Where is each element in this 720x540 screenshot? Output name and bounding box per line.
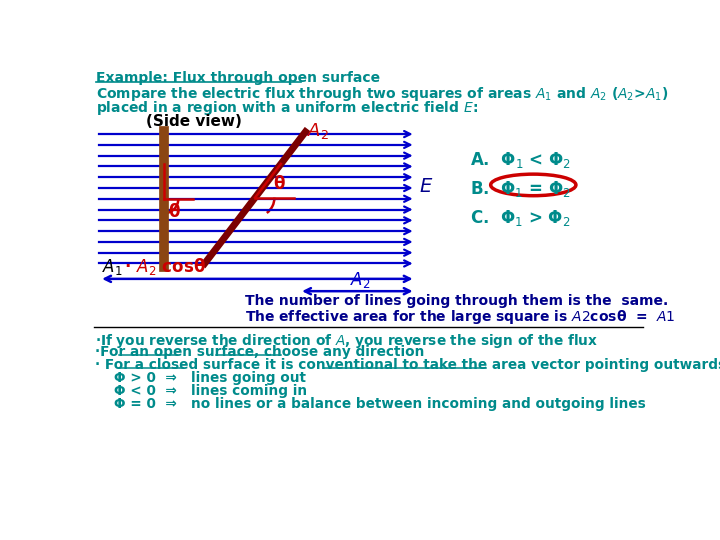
Text: Φ > 0  ⇒   lines going out: Φ > 0 ⇒ lines going out xyxy=(94,372,306,385)
Text: A.  Φ$_1$ < Φ$_2$: A. Φ$_1$ < Φ$_2$ xyxy=(469,150,571,170)
Text: θ: θ xyxy=(274,174,285,193)
Text: Φ = 0  ⇒   no lines or a balance between incoming and outgoing lines: Φ = 0 ⇒ no lines or a balance between in… xyxy=(94,397,645,411)
Text: The number of lines going through them is the  same.: The number of lines going through them i… xyxy=(245,294,668,308)
Text: C.  Φ$_1$ > Φ$_2$: C. Φ$_1$ > Φ$_2$ xyxy=(469,208,570,228)
Text: ·For an open surface, choose any direction: ·For an open surface, choose any directi… xyxy=(94,345,424,359)
Text: Example: Flux through open surface: Example: Flux through open surface xyxy=(96,71,380,85)
Text: · $A_2$ cosθ: · $A_2$ cosθ xyxy=(120,256,207,278)
Text: $A_1$: $A_1$ xyxy=(102,258,123,278)
Text: ·If you reverse the direction of $A$, you reverse the sign of the flux: ·If you reverse the direction of $A$, yo… xyxy=(94,332,598,350)
Text: placed in a region with a uniform electric field $E$:: placed in a region with a uniform electr… xyxy=(96,99,478,117)
Text: B.  Φ$_1$ = Φ$_2$: B. Φ$_1$ = Φ$_2$ xyxy=(469,179,570,199)
Text: · For a closed surface it is conventional to take the area vector pointing outwa: · For a closed surface it is conventiona… xyxy=(94,358,720,372)
Text: Compare the electric flux through two squares of areas $A_1$ and $A_2$ ($A_2$>$A: Compare the electric flux through two sq… xyxy=(96,85,669,103)
Text: $A_2$: $A_2$ xyxy=(350,269,370,289)
Text: $A_2$: $A_2$ xyxy=(307,121,329,141)
Text: (Side view): (Side view) xyxy=(145,114,242,129)
Text: $E$: $E$ xyxy=(419,177,433,196)
Text: Φ < 0  ⇒   lines coming in: Φ < 0 ⇒ lines coming in xyxy=(94,384,307,399)
Text: The effective area for the large square is $A2$cosθ  =  $A1$: The effective area for the large square … xyxy=(245,308,675,326)
Text: θ: θ xyxy=(168,202,180,221)
